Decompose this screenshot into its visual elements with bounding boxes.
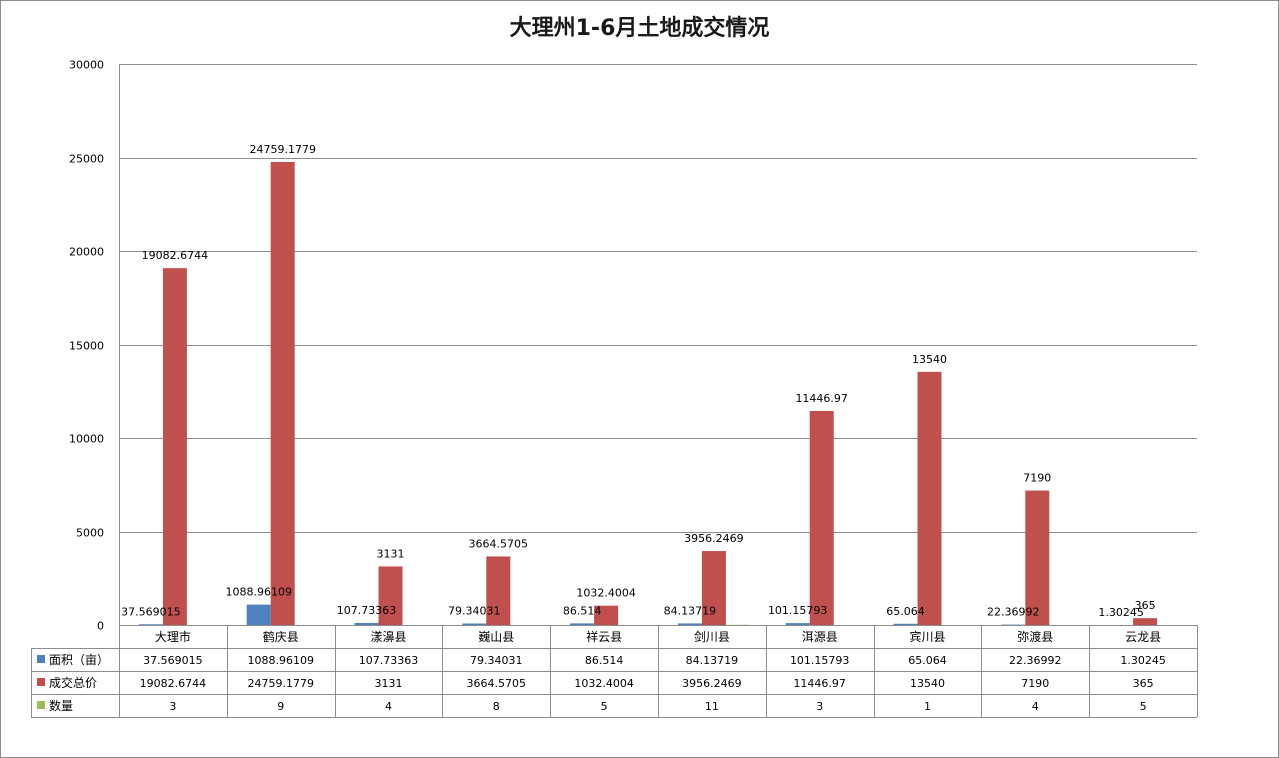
- x-tick-label: 鹤庆县: [263, 629, 299, 644]
- legend-entry: 成交总价: [49, 675, 97, 690]
- data-label: 79.34031: [448, 605, 501, 618]
- table-cell: 84.13719: [686, 654, 739, 667]
- data-label: 24759.1779: [249, 143, 315, 156]
- data-label: 19082.6744: [142, 249, 208, 262]
- data-label: 37.569015: [121, 605, 181, 618]
- table-cell: 5: [601, 700, 608, 713]
- data-label: 65.064: [886, 605, 925, 618]
- table-cell: 3131: [375, 677, 403, 690]
- legend-swatch: [37, 655, 45, 663]
- bar: [701, 551, 726, 625]
- bar: [1025, 490, 1050, 625]
- data-label: 3131: [377, 547, 405, 560]
- data-label: 3664.5705: [469, 537, 529, 550]
- table-cell: 1088.96109: [247, 654, 313, 667]
- table-cell: 101.15793: [790, 654, 850, 667]
- bar: [1133, 618, 1158, 625]
- legend-swatch: [37, 678, 45, 686]
- chart-title: 大理州1-6月土地成交情况: [509, 16, 770, 41]
- bar: [354, 622, 379, 625]
- y-tick-label: 10000: [69, 433, 104, 446]
- table-cell: 65.064: [908, 654, 947, 667]
- x-tick-label: 宾川县: [909, 629, 945, 644]
- table-cell: 11: [705, 700, 719, 713]
- data-label: 86.514: [563, 604, 602, 617]
- y-tick-label: 30000: [69, 59, 104, 72]
- bar: [462, 623, 487, 625]
- bar: [162, 268, 187, 625]
- bar: [594, 605, 619, 625]
- bar: [677, 623, 702, 625]
- data-label: 3956.2469: [684, 532, 744, 545]
- y-tick-label: 0: [97, 620, 104, 633]
- bar: [378, 566, 403, 625]
- table-cell: 1: [924, 700, 931, 713]
- x-tick-label: 大理市: [155, 629, 191, 644]
- table-cell: 365: [1133, 677, 1154, 690]
- table-cell: 24759.1779: [247, 677, 313, 690]
- bar: [809, 410, 834, 625]
- legend-entry: 数量: [49, 698, 73, 713]
- table-cell: 37.569015: [143, 654, 203, 667]
- bar: [138, 624, 163, 625]
- table-cell: 13540: [910, 677, 945, 690]
- y-tick-label: 5000: [76, 527, 104, 540]
- data-label: 13540: [912, 353, 947, 366]
- data-label: 101.15793: [768, 604, 828, 617]
- table-cell: 7190: [1021, 677, 1049, 690]
- x-tick-label: 洱源县: [802, 630, 838, 644]
- table-cell: 4: [385, 700, 392, 713]
- data-label: 84.13719: [664, 604, 717, 617]
- table-cell: 3664.5705: [467, 677, 527, 690]
- legend-swatch: [37, 701, 45, 709]
- table-cell: 19082.6744: [140, 677, 206, 690]
- y-tick-label: 25000: [69, 153, 104, 166]
- table-cell: 8: [493, 700, 500, 713]
- table-cell: 3: [816, 700, 823, 713]
- bar: [270, 162, 295, 626]
- bar: [486, 556, 511, 625]
- table-cell: 86.514: [585, 654, 624, 667]
- table-cell: 4: [1032, 700, 1039, 713]
- x-tick-label: 巍山县: [478, 630, 514, 644]
- data-label: 11446.97: [795, 392, 848, 405]
- x-tick-label: 云龙县: [1125, 630, 1161, 644]
- table-cell: 107.73363: [359, 654, 419, 667]
- data-label: 7190: [1023, 472, 1051, 485]
- bar: [570, 623, 595, 625]
- table-cell: 3956.2469: [682, 677, 742, 690]
- table-cell: 11446.97: [793, 677, 846, 690]
- table-cell: 3: [169, 700, 176, 713]
- y-tick-label: 15000: [69, 340, 104, 353]
- y-tick-label: 20000: [69, 246, 104, 259]
- bar: [917, 371, 942, 625]
- legend-entry: 面积（亩）: [49, 652, 109, 667]
- bar: [785, 623, 810, 625]
- table-cell: 1.30245: [1120, 654, 1166, 667]
- data-label: 1.30245: [1098, 606, 1144, 619]
- x-tick-label: 弥渡县: [1017, 629, 1053, 644]
- bar: [246, 604, 271, 625]
- data-label: 1032.4004: [576, 587, 636, 600]
- table-cell: 22.36992: [1009, 654, 1062, 667]
- data-label: 1088.96109: [225, 586, 291, 599]
- table-cell: 1032.4004: [574, 677, 634, 690]
- x-tick-label: 剑川县: [694, 629, 730, 644]
- data-label: 107.73363: [337, 604, 397, 617]
- bar: [893, 623, 918, 625]
- table-cell: 5: [1140, 700, 1147, 713]
- table-cell: 9: [277, 700, 284, 713]
- data-label: 22.36992: [987, 606, 1040, 619]
- data-label: 365: [1135, 599, 1156, 612]
- x-tick-label: 漾濞县: [370, 629, 406, 644]
- table-cell: 79.34031: [470, 654, 523, 667]
- x-tick-label: 祥云县: [586, 630, 622, 644]
